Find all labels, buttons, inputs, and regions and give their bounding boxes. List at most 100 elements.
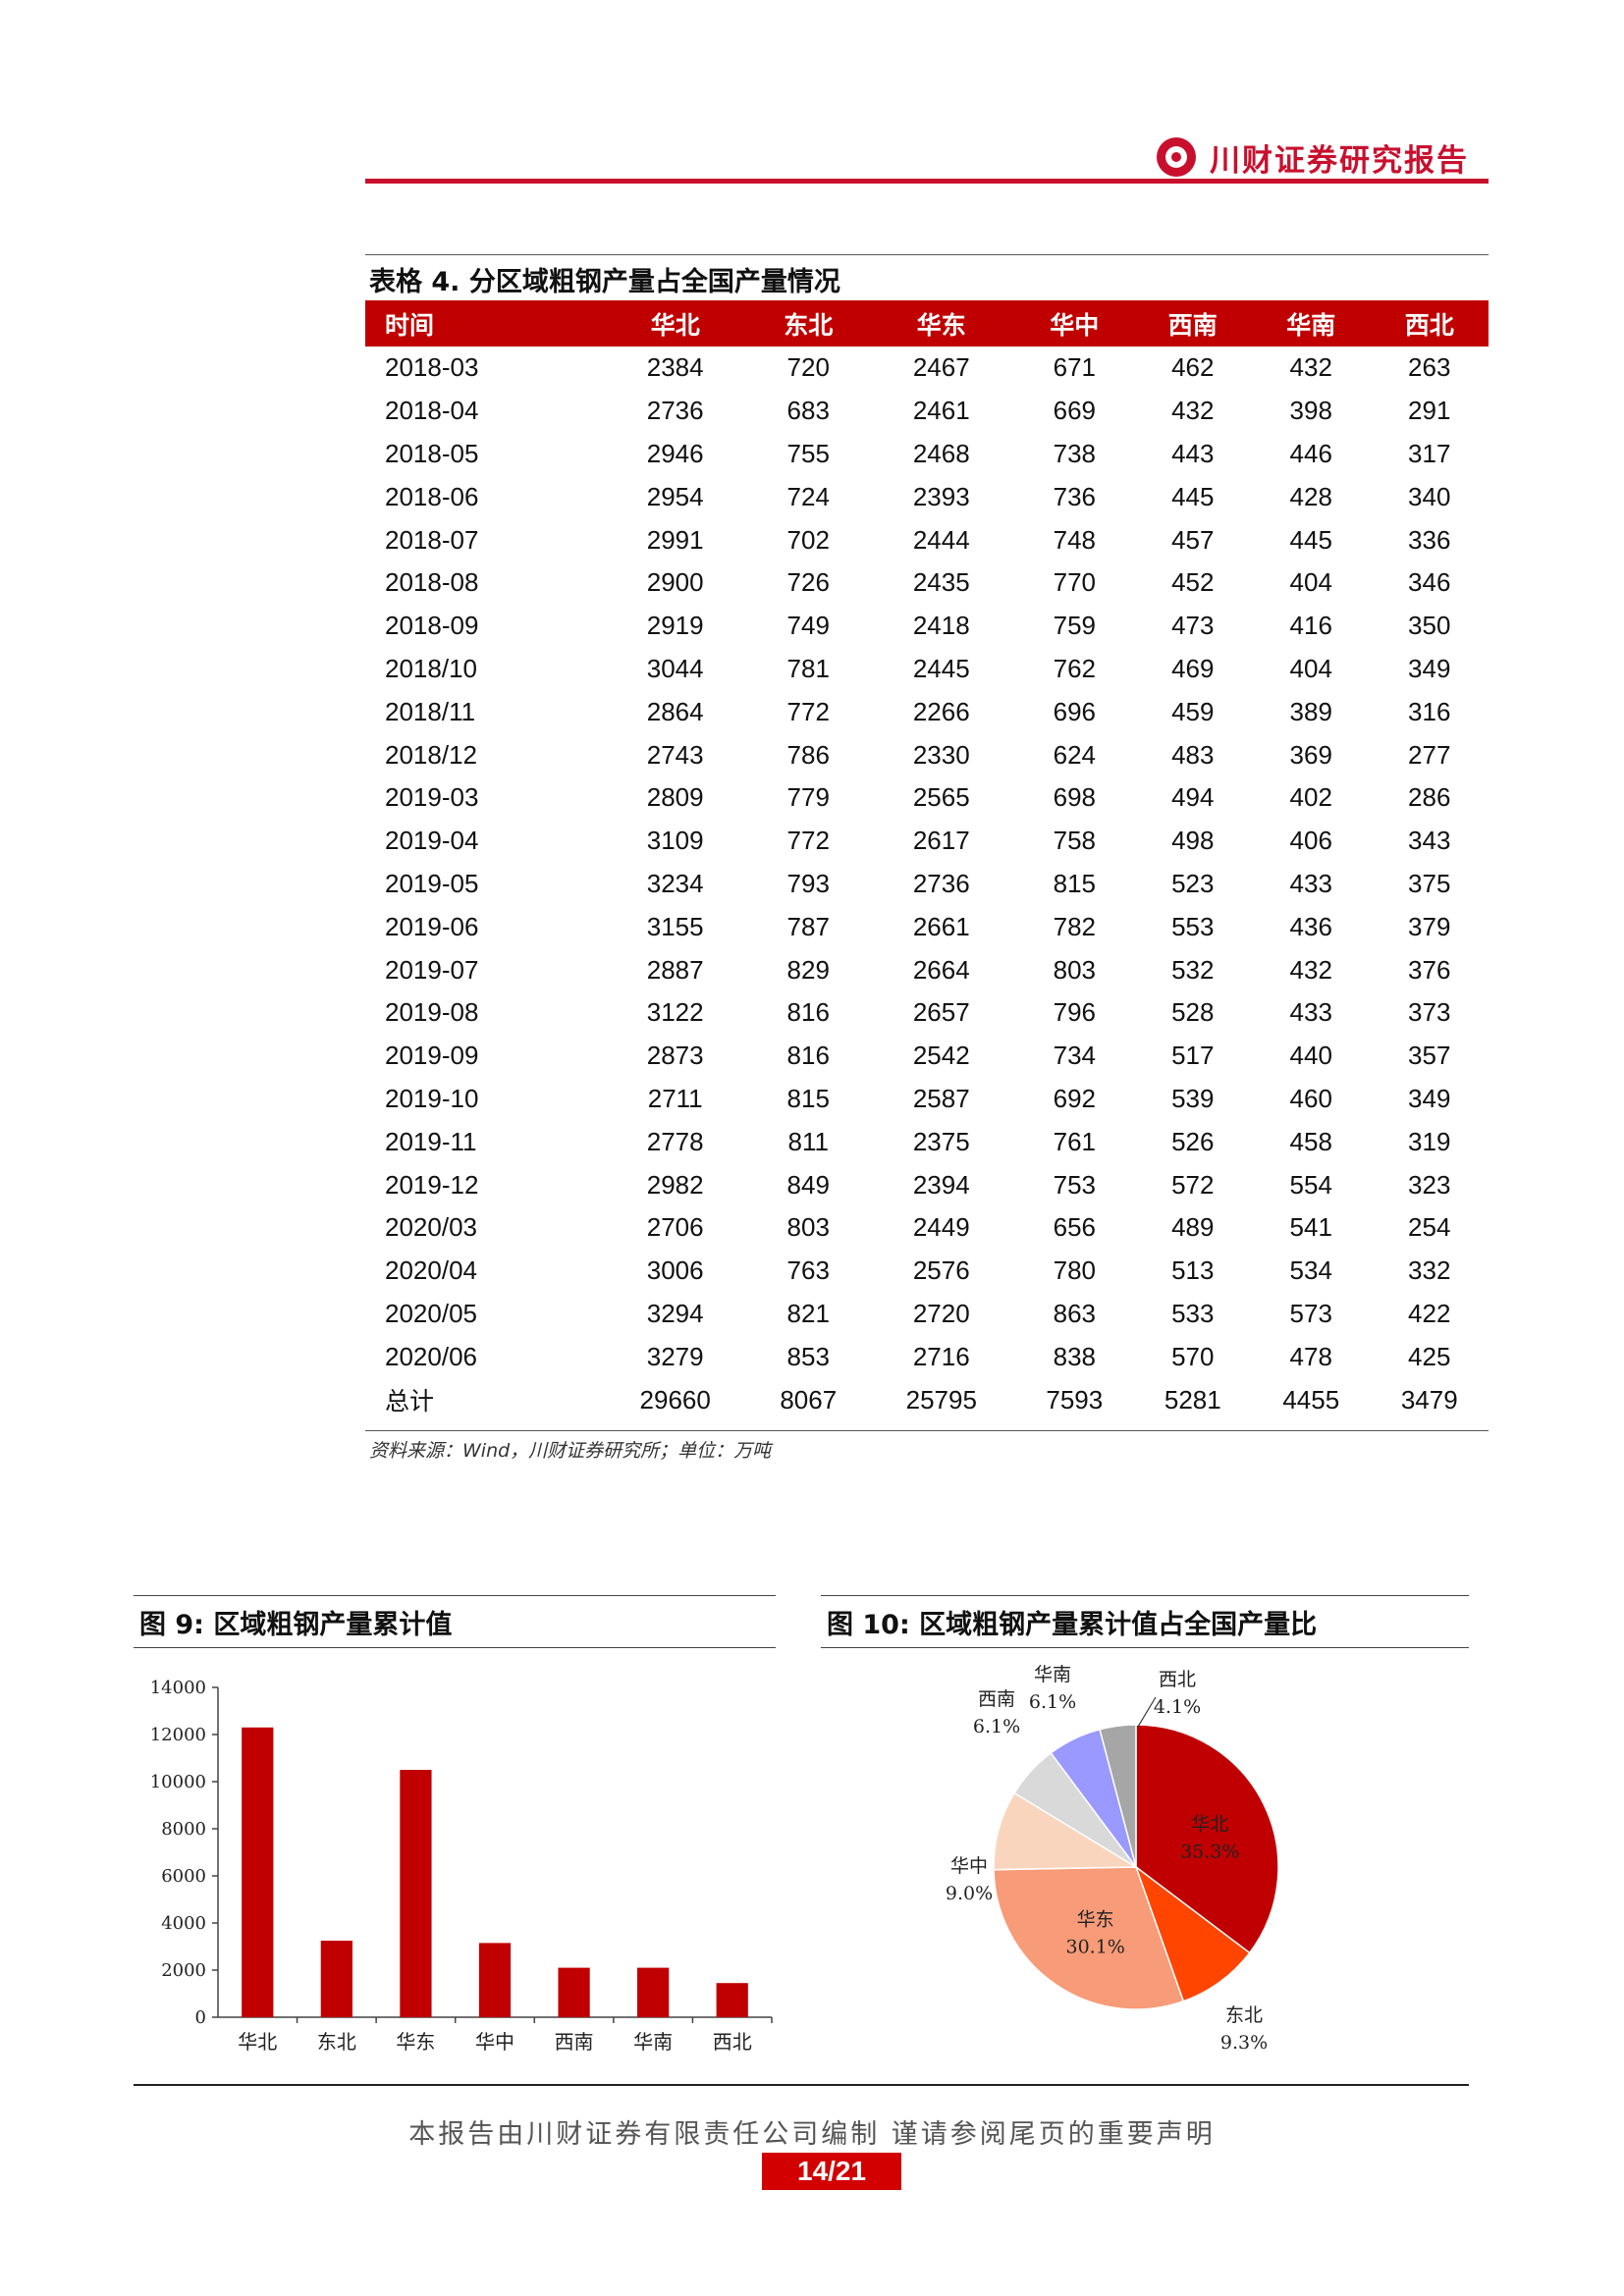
table-cell: 8067 bbox=[780, 1384, 838, 1415]
table-cell: 369 bbox=[1289, 739, 1332, 770]
table-cell: 2020/06 bbox=[385, 1341, 477, 1371]
table-cell: 849 bbox=[786, 1169, 830, 1200]
table-cell: 816 bbox=[786, 997, 830, 1028]
table-cell: 446 bbox=[1289, 438, 1332, 468]
table-cell: 2467 bbox=[912, 352, 970, 383]
table-row: 2019-05 3234 793 2736 815 523 433 375 bbox=[365, 863, 1489, 906]
table-cell: 803 bbox=[1053, 954, 1096, 985]
y-tick-label: 14000 bbox=[150, 1678, 206, 1698]
bar bbox=[558, 1967, 590, 2017]
table-cell: 759 bbox=[1053, 611, 1096, 641]
table-cell: 2743 bbox=[646, 739, 704, 770]
table-cell: 2018-05 bbox=[385, 438, 479, 468]
table-cell: 445 bbox=[1289, 524, 1332, 555]
table-cell: 422 bbox=[1408, 1298, 1451, 1328]
table-cell: 2449 bbox=[912, 1212, 970, 1243]
table-cell: 671 bbox=[1053, 352, 1096, 383]
table-cell: 2887 bbox=[646, 954, 704, 985]
table-cell: 780 bbox=[1053, 1255, 1096, 1286]
table-cell: 2864 bbox=[646, 696, 704, 726]
slice-percent-label: 35.3% bbox=[1180, 1842, 1239, 1863]
column-header: 华南 bbox=[1252, 300, 1371, 347]
table-cell: 2019-10 bbox=[385, 1083, 479, 1113]
table-cell: 376 bbox=[1408, 954, 1451, 985]
table-cell: 458 bbox=[1289, 1126, 1332, 1156]
table-cell: 2946 bbox=[646, 438, 704, 468]
table-cell: 489 bbox=[1171, 1212, 1215, 1243]
table-cell: 3044 bbox=[646, 653, 704, 683]
table-cell: 2393 bbox=[912, 481, 970, 511]
table-cell: 440 bbox=[1289, 1041, 1332, 1071]
table-cell: 2384 bbox=[646, 352, 704, 383]
report-header-title: 川财证券研究报告 bbox=[1210, 143, 1469, 179]
table-row: 2019-07 2887 829 2664 803 532 432 376 bbox=[365, 948, 1489, 991]
table-cell: 2982 bbox=[646, 1169, 704, 1200]
table-cell: 3294 bbox=[646, 1298, 704, 1328]
table-cell: 263 bbox=[1408, 352, 1451, 383]
table-cell: 2661 bbox=[912, 911, 970, 941]
table-cell: 815 bbox=[786, 1083, 830, 1113]
table-cell: 349 bbox=[1408, 1083, 1451, 1113]
table-row: 2020/06 3279 853 2716 838 570 478 425 bbox=[365, 1335, 1489, 1378]
slice-name-label: 西南 bbox=[978, 1688, 1015, 1710]
table-cell: 332 bbox=[1408, 1255, 1451, 1286]
table-cell: 534 bbox=[1289, 1255, 1332, 1286]
table-cell: 416 bbox=[1289, 611, 1332, 641]
table-cell: 2018/10 bbox=[385, 653, 477, 683]
table-cell: 389 bbox=[1289, 696, 1332, 726]
table-cell: 291 bbox=[1408, 396, 1451, 426]
table-row: 2018-08 2900 726 2435 770 452 404 346 bbox=[365, 561, 1489, 605]
table-cell: 2706 bbox=[646, 1212, 704, 1243]
table-cell: 402 bbox=[1289, 782, 1332, 813]
table-cell: 373 bbox=[1408, 997, 1451, 1028]
slice-name-label: 西北 bbox=[1159, 1669, 1196, 1690]
table-cell: 734 bbox=[1053, 1041, 1096, 1071]
table-cell: 483 bbox=[1171, 739, 1215, 770]
table-cell: 462 bbox=[1171, 352, 1215, 383]
table-row: 2018-03 2384 720 2467 671 462 432 263 bbox=[365, 347, 1489, 390]
table-cell: 5281 bbox=[1164, 1384, 1221, 1415]
y-tick-label: 0 bbox=[195, 2007, 206, 2028]
table-cell: 343 bbox=[1408, 826, 1451, 856]
table-cell: 336 bbox=[1408, 524, 1451, 555]
table-cell: 692 bbox=[1053, 1083, 1096, 1113]
table-row: 2018-07 2991 702 2444 748 457 445 336 bbox=[365, 518, 1489, 561]
slice-percent-label: 9.0% bbox=[946, 1883, 993, 1904]
table-cell: 2736 bbox=[646, 396, 704, 426]
table-row: 2019-06 3155 787 2661 782 553 436 379 bbox=[365, 905, 1489, 948]
table-cell: 772 bbox=[786, 696, 830, 726]
table-cell: 2019-12 bbox=[385, 1169, 479, 1200]
table-cell: 2018/11 bbox=[385, 696, 476, 726]
slice-percent-label: 9.3% bbox=[1220, 2032, 1268, 2054]
table-cell: 286 bbox=[1408, 782, 1451, 813]
table-cell: 459 bbox=[1171, 696, 1215, 726]
table-cell: 656 bbox=[1053, 1212, 1096, 1243]
table-cell: 2444 bbox=[912, 524, 970, 555]
table-cell: 2587 bbox=[912, 1083, 970, 1113]
table-cell: 443 bbox=[1171, 438, 1215, 468]
y-tick-label: 12000 bbox=[150, 1725, 206, 1745]
table-row: 2019-04 3109 772 2617 758 498 406 343 bbox=[365, 820, 1489, 863]
pie-slice bbox=[993, 1866, 1185, 2010]
table-cell: 821 bbox=[786, 1298, 830, 1328]
fig9-top-rule bbox=[134, 1595, 776, 1596]
table-cell: 782 bbox=[1053, 911, 1096, 941]
table-cell: 277 bbox=[1408, 739, 1451, 770]
bar bbox=[400, 1770, 432, 2017]
table-cell: 2873 bbox=[646, 1041, 704, 1071]
table-cell: 572 bbox=[1171, 1169, 1215, 1200]
table-cell: 3234 bbox=[646, 868, 704, 898]
table-cell: 2330 bbox=[912, 739, 970, 770]
table-cell: 2716 bbox=[912, 1341, 970, 1371]
table-cell: 3109 bbox=[646, 826, 704, 856]
table-cell: 445 bbox=[1171, 481, 1215, 511]
table-cell: 761 bbox=[1053, 1126, 1096, 1156]
column-header: 西南 bbox=[1133, 300, 1253, 347]
table-cell: 总计 bbox=[385, 1387, 435, 1416]
table-cell: 787 bbox=[786, 911, 830, 941]
table-cell: 570 bbox=[1171, 1341, 1215, 1371]
table-cell: 457 bbox=[1171, 524, 1215, 555]
column-header: 西北 bbox=[1370, 300, 1489, 347]
table-cell: 749 bbox=[786, 611, 830, 641]
table-cell: 7593 bbox=[1046, 1384, 1104, 1415]
